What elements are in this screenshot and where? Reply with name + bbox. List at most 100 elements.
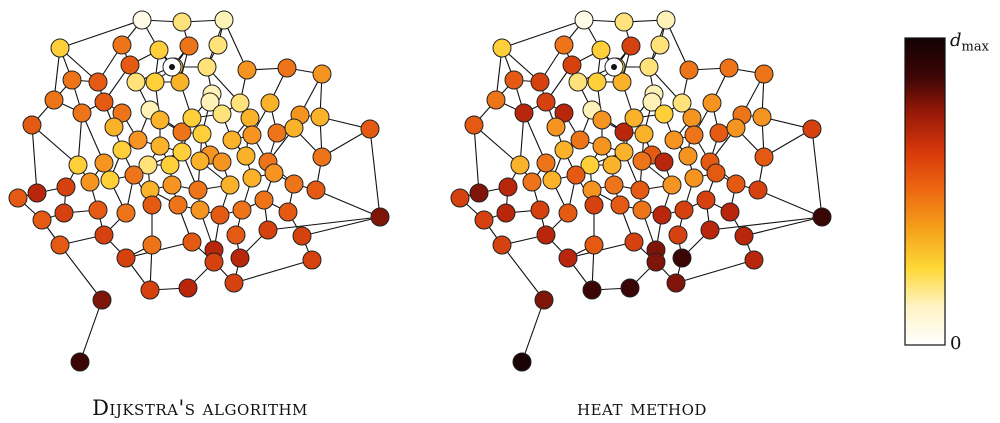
graph-node <box>54 203 74 223</box>
graph-node <box>754 64 774 84</box>
graph-node <box>179 36 199 56</box>
graph-node <box>469 183 489 203</box>
graph-node <box>666 273 686 293</box>
graph-node <box>602 155 622 175</box>
graph-edge <box>267 216 381 231</box>
graph-nodes <box>8 10 390 372</box>
graph-node <box>142 195 162 215</box>
graph-node <box>232 200 252 220</box>
graph-node <box>100 170 120 190</box>
graph-node <box>614 122 634 142</box>
graph-node <box>696 190 716 210</box>
graph-node <box>650 35 670 55</box>
source-marker-dot <box>169 64 175 70</box>
graph-node <box>32 210 52 230</box>
graph-node <box>236 146 256 166</box>
graph-node <box>664 130 684 150</box>
graph-node <box>242 168 262 188</box>
graph-node <box>632 200 652 220</box>
graph-node <box>604 175 624 195</box>
graph-node <box>62 70 82 90</box>
graph-node <box>591 40 611 60</box>
graph-node <box>160 155 180 175</box>
graph-node <box>496 203 516 223</box>
graph-node <box>672 248 692 268</box>
graph-node <box>679 60 699 80</box>
graph-panel-dijkstra <box>8 10 390 372</box>
source-marker-dot <box>611 64 617 70</box>
graph-node <box>536 153 556 173</box>
graph-node <box>562 55 582 75</box>
graph-node <box>592 136 612 156</box>
graph-node <box>226 225 246 245</box>
caption-heat-method: heat method <box>577 396 707 420</box>
graph-node <box>204 252 224 272</box>
graph-edge <box>31 124 38 194</box>
graph-node <box>124 165 144 185</box>
graph-edge <box>675 259 755 284</box>
graph-node <box>284 174 304 194</box>
graph-node <box>230 248 250 268</box>
colorbar-min-label: 0 <box>950 333 962 354</box>
graph-node <box>752 107 772 127</box>
graph-node <box>80 172 100 192</box>
graph-node <box>632 151 652 171</box>
graph-node <box>190 200 210 220</box>
graph-node <box>522 172 542 192</box>
graph-node <box>128 130 148 150</box>
graph-node <box>120 55 140 75</box>
graph-node <box>682 108 702 128</box>
graph-node <box>542 170 562 190</box>
graph-node <box>94 225 114 245</box>
graph-node <box>450 188 470 208</box>
graph-node <box>50 235 70 255</box>
graph-node <box>706 163 726 183</box>
graph-edge <box>473 124 521 166</box>
graph-node <box>624 108 644 128</box>
graph-node <box>150 110 170 130</box>
graph-node <box>278 202 298 222</box>
graph-edge <box>315 189 381 218</box>
graph-node <box>237 60 257 80</box>
graph-node <box>719 58 739 78</box>
graph-node <box>678 146 698 166</box>
graph-edge <box>59 19 143 49</box>
graph-node <box>510 155 530 175</box>
graph-node <box>700 220 720 240</box>
graph-node <box>474 210 494 230</box>
graph-node <box>150 136 170 156</box>
colorbar-max-label: dmax <box>950 30 989 55</box>
graph-node <box>558 203 578 223</box>
graph-node <box>68 155 88 175</box>
graph-node <box>116 248 136 268</box>
graph-node <box>182 232 202 252</box>
graph-node <box>514 103 534 123</box>
graph-node <box>240 108 260 128</box>
graph-node <box>566 165 586 185</box>
graph-node <box>224 273 244 293</box>
graph-node <box>621 36 641 56</box>
graph-edge <box>31 124 79 166</box>
graph-node <box>8 188 28 208</box>
graph-node <box>212 152 232 172</box>
graph-node <box>802 119 822 139</box>
graph-edge <box>811 128 823 218</box>
graph-node <box>546 117 566 137</box>
graph-node <box>92 290 112 310</box>
graph-node <box>44 90 64 110</box>
graph-node <box>370 207 390 227</box>
graph-node <box>709 123 729 143</box>
graph-edge <box>59 244 103 301</box>
graph-node <box>310 107 330 127</box>
graph-node <box>702 93 722 113</box>
graph-node <box>568 72 588 92</box>
graph-node <box>674 200 694 220</box>
graph-node <box>210 205 230 225</box>
graph-node <box>94 153 114 173</box>
graph-node <box>534 290 554 310</box>
graph-node <box>612 72 632 92</box>
graph-node <box>492 235 512 255</box>
graph-node <box>642 92 662 112</box>
graph-node <box>260 93 280 113</box>
